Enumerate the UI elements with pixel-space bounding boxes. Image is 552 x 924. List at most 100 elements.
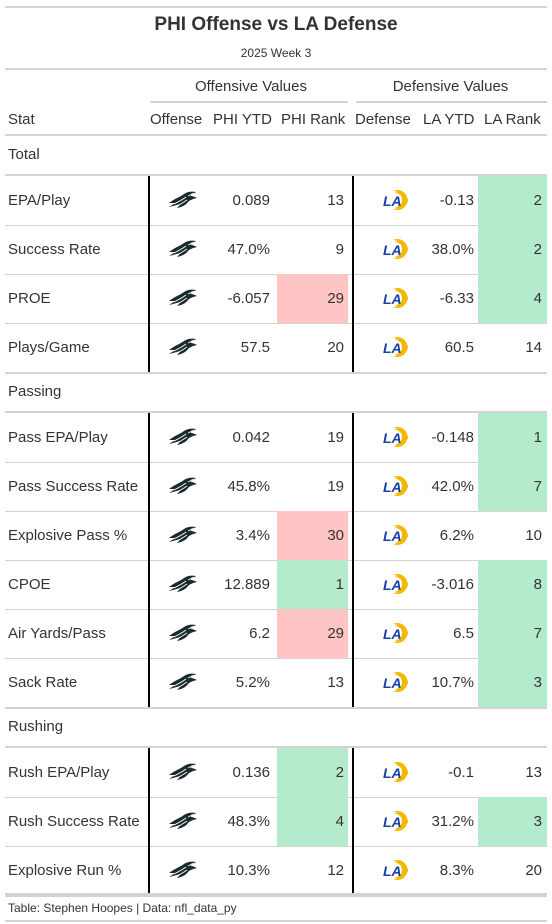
comparison-table: PHI Offense vs LA Defense 2025 Week 3 Of… <box>5 0 547 924</box>
la-ytd-value: 42.0% <box>431 478 474 495</box>
eagles-logo-icon <box>168 289 198 309</box>
offense-column-divider <box>148 748 150 895</box>
col-header-la-rank: LA Rank <box>484 111 541 128</box>
row-divider <box>5 225 547 226</box>
row-divider <box>5 372 547 374</box>
phi-rank-value: 13 <box>327 192 344 209</box>
table-row: EPA/Play 0.089 13 LA -0.13 2 <box>5 176 547 225</box>
phi-ytd-value: 57.5 <box>240 339 270 356</box>
col-header-la-ytd: LA YTD <box>423 111 475 128</box>
rams-logo-icon: LA <box>381 238 411 260</box>
table-row: Sack Rate 5.2% 13 LA 10.7% 3 <box>5 658 547 707</box>
la-rank-value: 10 <box>525 527 542 544</box>
eagles-logo-icon <box>168 575 198 595</box>
row-divider <box>5 846 547 847</box>
la-rank-value: 2 <box>478 225 547 274</box>
la-rank-value: 7 <box>478 609 547 658</box>
row-divider <box>5 560 547 561</box>
stat-name: Sack Rate <box>8 674 78 691</box>
svg-text:LA: LA <box>383 479 402 495</box>
defensive-values-spanner: Defensive Values <box>392 78 509 95</box>
table-row: Explosive Pass % 3.4% 30 LA 6.2% 10 <box>5 511 547 560</box>
defense-column-divider <box>352 413 354 707</box>
stat-name: Success Rate <box>8 241 101 258</box>
phi-rank-value: 29 <box>277 274 348 323</box>
stat-name: Pass Success Rate <box>8 478 139 495</box>
phi-ytd-value: 45.8% <box>227 478 270 495</box>
group-separator <box>5 746 547 748</box>
phi-rank-value: 9 <box>335 241 344 258</box>
la-ytd-value: 6.2% <box>439 527 474 544</box>
la-ytd-value: 31.2% <box>431 813 474 830</box>
offense-column-divider <box>148 176 150 372</box>
row-divider <box>5 323 547 324</box>
row-divider <box>5 511 547 512</box>
la-ytd-value: -0.148 <box>431 429 474 446</box>
row-divider <box>5 707 547 709</box>
la-rank-value: 4 <box>478 274 547 323</box>
la-ytd-value: 38.0% <box>431 241 474 258</box>
offense-column-divider <box>148 413 150 707</box>
svg-text:LA: LA <box>383 291 402 307</box>
stat-name: Pass EPA/Play <box>8 429 108 446</box>
phi-ytd-value: 6.2 <box>249 625 270 642</box>
svg-text:LA: LA <box>383 340 402 356</box>
eagles-logo-icon <box>168 240 198 260</box>
table-row: Explosive Run % 10.3% 12 LA 8.3% 20 <box>5 846 547 895</box>
la-ytd-value: 8.3% <box>439 862 474 879</box>
row-divider <box>5 274 547 275</box>
phi-ytd-value: 3.4% <box>235 527 270 544</box>
phi-ytd-value: 5.2% <box>235 674 270 691</box>
table-row: CPOE 12.889 1 LA -3.016 8 <box>5 560 547 609</box>
header-divider <box>5 68 547 70</box>
rams-logo-icon: LA <box>381 426 411 448</box>
stat-name: CPOE <box>8 576 51 593</box>
table-row: Rush Success Rate 48.3% 4 LA 31.2% 3 <box>5 797 547 846</box>
svg-text:LA: LA <box>383 528 402 544</box>
table-row: PROE -6.057 29 LA -6.33 4 <box>5 274 547 323</box>
rams-logo-icon: LA <box>381 859 411 881</box>
phi-ytd-value: 10.3% <box>227 862 270 879</box>
group-label: Rushing <box>8 718 64 735</box>
svg-text:LA: LA <box>383 814 402 830</box>
phi-ytd-value: 0.136 <box>232 764 270 781</box>
row-divider <box>5 797 547 798</box>
eagles-logo-icon <box>168 673 198 693</box>
eagles-logo-icon <box>168 624 198 644</box>
phi-rank-value: 19 <box>327 429 344 446</box>
rams-logo-icon: LA <box>381 475 411 497</box>
phi-rank-value: 30 <box>277 511 348 560</box>
rams-logo-icon: LA <box>381 287 411 309</box>
footer-bottom-border <box>5 920 547 922</box>
phi-rank-value: 4 <box>277 797 348 846</box>
la-rank-value: 3 <box>478 797 547 846</box>
rams-logo-icon: LA <box>381 671 411 693</box>
svg-text:LA: LA <box>383 430 402 446</box>
table-row: Success Rate 47.0% 9 LA 38.0% 2 <box>5 225 547 274</box>
group-separator <box>5 411 547 413</box>
group-separator <box>5 174 547 176</box>
phi-rank-value: 12 <box>327 862 344 879</box>
defense-column-divider <box>352 176 354 372</box>
la-rank-value: 8 <box>478 560 547 609</box>
col-header-defense: Defense <box>355 111 411 128</box>
stat-name: Rush EPA/Play <box>8 764 110 781</box>
table-row: Rush EPA/Play 0.136 2 LA -0.1 13 <box>5 748 547 797</box>
la-ytd-value: -0.13 <box>439 192 474 209</box>
phi-rank-value: 29 <box>277 609 348 658</box>
la-rank-value: 14 <box>525 339 542 356</box>
svg-text:LA: LA <box>383 577 402 593</box>
rams-logo-icon: LA <box>381 810 411 832</box>
phi-ytd-value: -6.057 <box>227 290 270 307</box>
stat-name: Air Yards/Pass <box>8 625 106 642</box>
rams-logo-icon: LA <box>381 761 411 783</box>
la-ytd-value: -3.016 <box>431 576 474 593</box>
la-rank-value: 1 <box>478 413 547 462</box>
offensive-values-spanner: Offensive Values <box>194 78 307 95</box>
table-row: Pass Success Rate 45.8% 19 LA 42.0% 7 <box>5 462 547 511</box>
col-header-phi-ytd: PHI YTD <box>213 111 272 128</box>
stat-name: EPA/Play <box>8 192 71 209</box>
column-header-bottom-border <box>5 134 547 136</box>
la-rank-value: 20 <box>525 862 542 879</box>
stat-name: Rush Success Rate <box>8 813 140 830</box>
